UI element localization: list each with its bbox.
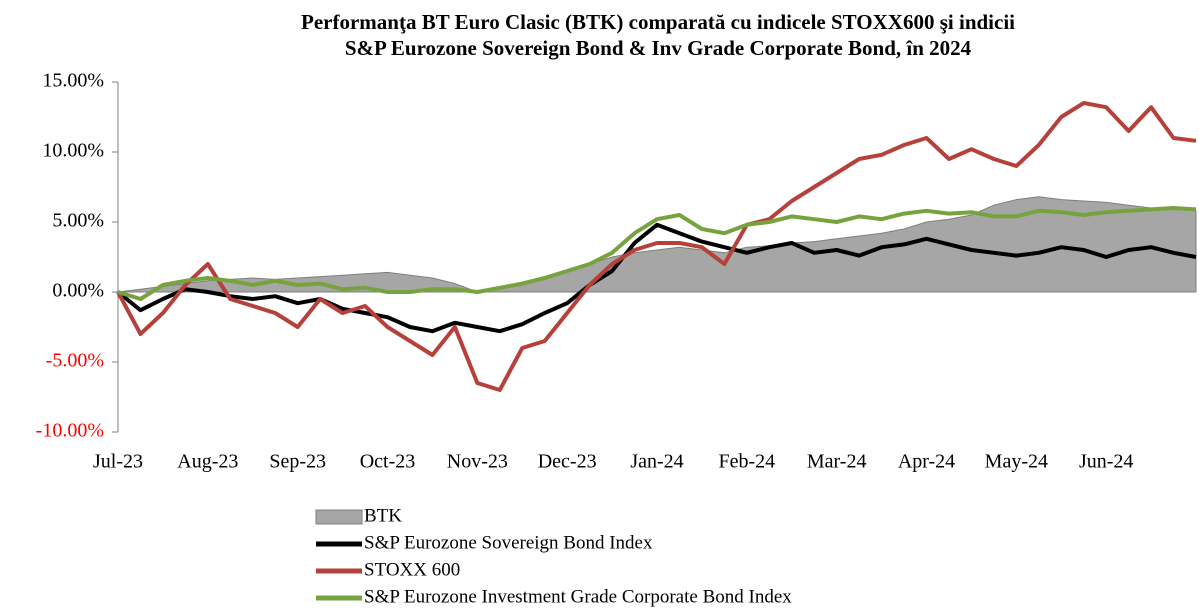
x-tick-label: Jun-24 — [1079, 451, 1133, 473]
x-tick-label: Jan-24 — [630, 451, 683, 473]
legend-label: STOXX 600 — [364, 559, 460, 580]
x-tick-label: Mar-24 — [807, 451, 867, 473]
y-tick-label: -5.00% — [46, 350, 104, 372]
area — [117, 196, 1197, 293]
x-tick-label: May-24 — [985, 451, 1048, 473]
x-tick-label: Dec-23 — [538, 451, 597, 473]
legend-label: BTK — [364, 505, 402, 526]
x-tick-label: Apr-24 — [898, 451, 955, 473]
y-tick-label: -10.00% — [36, 420, 104, 442]
x-tick-label: Aug-23 — [177, 451, 238, 473]
x-tick-label: Sep-23 — [269, 451, 326, 473]
legend-swatch — [315, 509, 363, 525]
x-tick-label: Feb-24 — [718, 451, 775, 473]
y-tick-label: 10.00% — [42, 140, 104, 162]
legend-label: S&P Eurozone Investment Grade Corporate … — [364, 586, 792, 607]
x-tick-label: Jul-23 — [93, 451, 143, 473]
legend-label: S&P Eurozone Sovereign Bond Index — [364, 532, 653, 553]
y-tick-label: 5.00% — [52, 210, 104, 232]
x-tick-label: Nov-23 — [447, 451, 508, 473]
line — [117, 206, 1197, 301]
x-tick-label: Oct-23 — [360, 451, 416, 473]
line — [116, 222, 1197, 334]
chart-title: Performanţa BT Euro Clasic (BTK) compara… — [301, 10, 1015, 34]
y-tick-label: 15.00% — [42, 70, 104, 92]
chart-title: S&P Eurozone Sovereign Bond & Inv Grade … — [345, 36, 972, 60]
y-tick-label: 0.00% — [52, 280, 104, 302]
line — [116, 101, 1197, 392]
